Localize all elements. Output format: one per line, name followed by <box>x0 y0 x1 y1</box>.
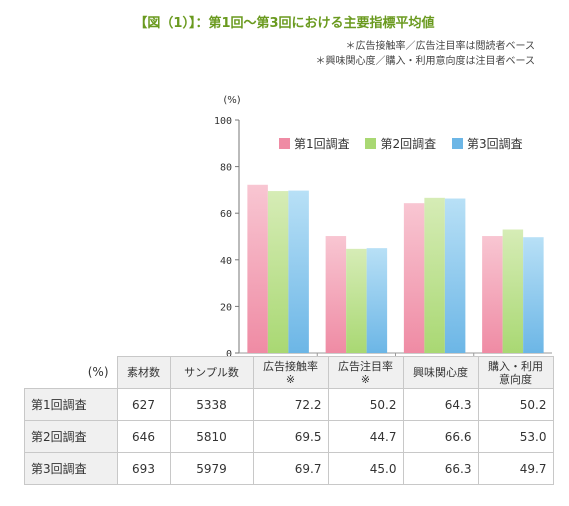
bar-1-2 <box>366 248 388 353</box>
table-header-cell: 広告注目率 ※ <box>327 356 404 389</box>
table-cell: 66.6 <box>402 420 479 453</box>
table-cell: 627 <box>116 388 171 421</box>
table-cell: 69.5 <box>252 420 329 453</box>
bar-3-1 <box>502 229 524 353</box>
table-cell: 5979 <box>169 452 254 485</box>
note-line-1: ＊広告接触率／広告注目率は閲読者ベース <box>345 41 536 52</box>
table-cell: 5810 <box>169 420 254 453</box>
bar-3-0 <box>482 236 503 353</box>
legend-label-1: 第1回調査 <box>294 137 350 151</box>
bar-1-0 <box>325 236 347 353</box>
y-tick-label: 0 <box>226 349 232 360</box>
table-row: 第3回調査 693 5979 69.7 45.0 66.3 49.7 <box>24 452 554 485</box>
table-header-row: (%) 素材数 サンプル数 広告接触率 ※ 広告注目率 ※ 興味関心度 購入・利用意… <box>24 356 554 389</box>
bar-chart: (%) 0 20 40 60 80 100 <box>214 95 552 360</box>
bar-2-2 <box>444 198 466 353</box>
table-row: 第1回調査 627 5338 72.2 50.2 64.3 50.2 <box>24 388 554 421</box>
table-cell: 66.3 <box>402 452 479 485</box>
legend-swatch-3 <box>451 138 463 149</box>
table-cell: 45.0 <box>327 452 404 485</box>
bar-2-1 <box>424 197 445 353</box>
table-row-label: 第2回調査 <box>24 420 118 453</box>
table-cell: 44.7 <box>327 420 404 453</box>
table-header-cell: 広告接触率 ※ <box>252 356 329 389</box>
table-cell: 72.2 <box>252 388 329 421</box>
legend-label-2: 第2回調査 <box>380 137 437 151</box>
legend-item-2: 第2回調査 <box>365 135 436 152</box>
legend-label-3: 第3回調査 <box>466 137 523 151</box>
chart-title: 【図（1）】：第1回～第3回における主要指標平均値 <box>134 16 435 31</box>
table-corner-unit: (%) <box>24 356 117 389</box>
legend-item-1: 第1回調査 <box>279 135 350 152</box>
table-cell: 64.3 <box>402 388 479 421</box>
data-table: (%) 素材数 サンプル数 広告接触率 ※ 広告注目率 ※ 興味関心度 購入・利用意… <box>24 356 554 485</box>
table-header-cell: 興味関心度 <box>402 356 479 389</box>
table-cell: 69.7 <box>252 452 329 485</box>
bar-1-1 <box>346 248 367 353</box>
legend-item-3: 第3回調査 <box>451 135 523 152</box>
y-tick-label: 40 <box>220 256 232 267</box>
table-cell: 5338 <box>169 388 254 421</box>
bar-0-0 <box>247 184 268 353</box>
table-cell: 50.2 <box>327 388 404 421</box>
legend-swatch-1 <box>279 138 290 149</box>
legend-swatch-2 <box>365 138 377 149</box>
table-row: 第2回調査 646 5810 69.5 44.7 66.6 53.0 <box>24 420 554 453</box>
bar-3-2 <box>523 237 544 353</box>
y-tick-label: 80 <box>220 163 232 174</box>
y-tick-label: 100 <box>214 116 232 127</box>
chart-legend: 第1回調査 第2回調査 第3回調査 <box>279 135 535 152</box>
table-cell: 53.0 <box>477 420 554 453</box>
table-cell: 646 <box>116 420 171 453</box>
table-cell: 693 <box>116 452 171 485</box>
table-row-label: 第3回調査 <box>24 452 118 485</box>
note-line-2: ＊興味関心度／購入・利用意向度は注目者ベース <box>315 56 536 67</box>
bar-2-0 <box>403 203 425 353</box>
table-header-cell: 購入・利用 意向度 <box>477 356 554 389</box>
bar-0-1 <box>267 191 289 353</box>
table-cell: 50.2 <box>477 388 554 421</box>
table-header-cell: 素材数 <box>116 356 171 389</box>
bar-0-2 <box>288 190 309 353</box>
table-cell: 49.7 <box>477 452 554 485</box>
y-tick-label: 20 <box>220 302 232 313</box>
table-row-label: 第1回調査 <box>24 388 118 421</box>
y-axis-unit: (%) <box>223 95 240 106</box>
y-tick-label: 60 <box>220 209 232 220</box>
table-header-cell: サンプル数 <box>169 356 254 389</box>
